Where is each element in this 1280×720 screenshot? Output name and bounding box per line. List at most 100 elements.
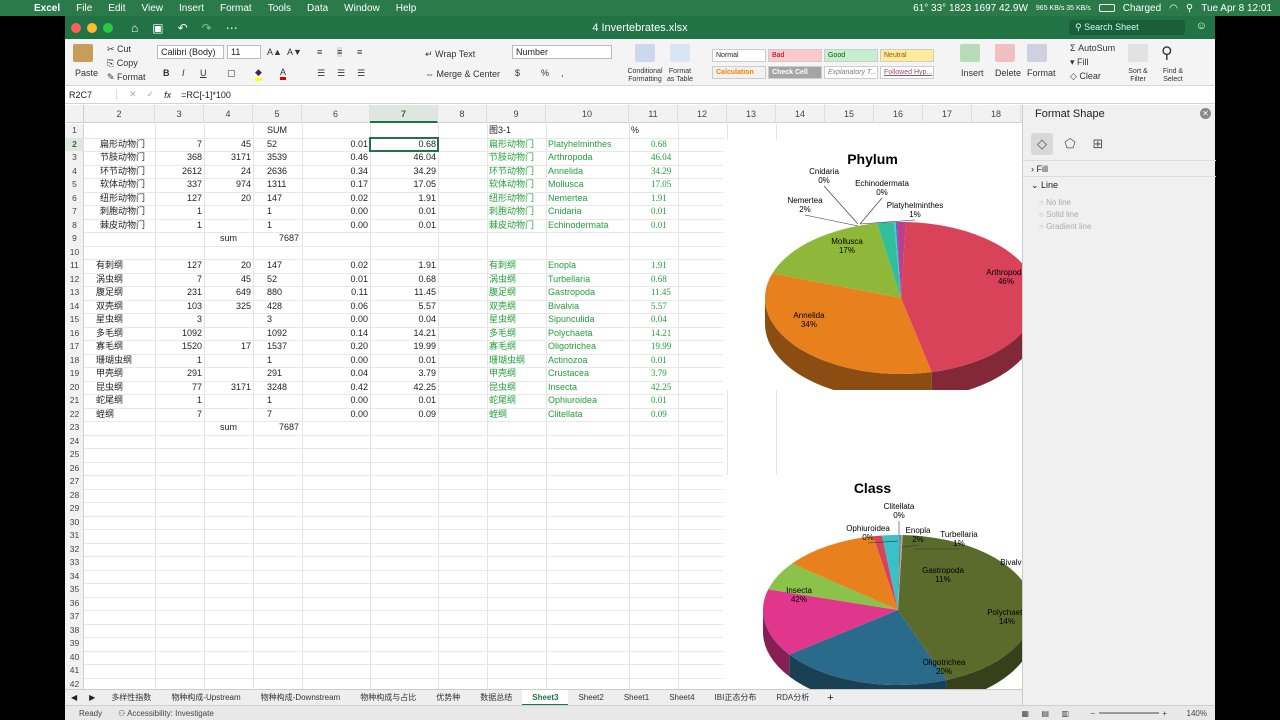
cell[interactable]: 1.91 (418, 192, 436, 203)
gradient-line-option[interactable]: ○ Gradient line (1039, 222, 1092, 231)
cell[interactable]: 0.68 (418, 138, 436, 149)
pie-slice-enopla[interactable] (881, 535, 900, 610)
underline-button[interactable]: U (200, 68, 207, 78)
row-header[interactable]: 28 (69, 489, 80, 500)
menu-window[interactable]: Window (344, 2, 380, 14)
cell[interactable]: 0.00 (350, 408, 368, 419)
find-select-icon[interactable]: ⚲ (1161, 45, 1173, 62)
column-header[interactable]: 11 (629, 105, 678, 123)
size-properties-tab-icon[interactable]: ⊞ (1092, 136, 1104, 151)
sheet-tab[interactable]: 物种构成-Downstream (260, 692, 341, 702)
row-header[interactable]: 12 (69, 273, 80, 284)
column-header[interactable]: 17 (923, 105, 972, 123)
cell[interactable]: 127 (186, 260, 202, 270)
cell[interactable]: 0.00 (350, 354, 368, 365)
cell[interactable]: 有刺纲 (96, 260, 124, 270)
fill-color-icon[interactable]: ◆ (255, 67, 262, 81)
delete-cells-icon[interactable] (995, 44, 1015, 62)
cell[interactable]: 0.09 (418, 408, 436, 419)
cell[interactable]: 0.01 (651, 354, 667, 365)
pie-slice-cnidaria[interactable] (893, 222, 901, 298)
menu-data[interactable]: Data (307, 2, 329, 14)
cell[interactable]: 1 (267, 395, 273, 405)
cell[interactable]: Mollusca (548, 179, 584, 189)
cell[interactable]: 1 (267, 219, 273, 230)
cell[interactable]: 5.57 (651, 300, 667, 311)
cell[interactable]: 42.25 (413, 381, 436, 392)
pie-slice-turbellaria[interactable] (873, 535, 898, 610)
cell[interactable]: 0.01 (350, 273, 368, 284)
wrap-text-button[interactable]: ↵ Wrap Text (425, 49, 476, 59)
cell[interactable]: Cnidaria (548, 206, 582, 216)
cell[interactable]: 蛭纲 (96, 408, 115, 419)
cell[interactable]: 1537 (267, 341, 288, 351)
column-header[interactable]: 12 (678, 105, 727, 123)
clear-button[interactable]: ◇ Clear (1070, 71, 1101, 81)
search-sheet-input[interactable]: ⚲ Search Sheet (1069, 20, 1185, 35)
cell[interactable]: 0.01 (350, 138, 368, 149)
cell[interactable] (204, 354, 253, 368)
row-header[interactable]: 9 (72, 233, 77, 243)
pie-slice-platyhelminthes[interactable] (897, 222, 906, 298)
cell[interactable]: Nemertea (548, 192, 588, 203)
cell[interactable]: 127 (186, 192, 202, 203)
cell[interactable]: 7 (196, 408, 202, 419)
menu-format[interactable]: Format (220, 2, 252, 14)
align-bottom-icon[interactable]: ≡ (357, 47, 363, 57)
zoom-in-icon[interactable]: + (1162, 708, 1167, 718)
insert-cells-icon[interactable] (960, 44, 980, 62)
pie-slice-nemertea[interactable] (877, 222, 901, 298)
cell[interactable]: 34.29 (651, 165, 672, 176)
cell[interactable]: 蛭纲 (489, 408, 508, 419)
autosum-button[interactable]: Σ AutoSum (1070, 43, 1116, 53)
cell[interactable]: % (631, 125, 640, 135)
style-neutral[interactable]: Neutral (880, 49, 934, 62)
cell[interactable] (204, 408, 253, 422)
cell[interactable]: 1.91 (651, 260, 667, 270)
cell[interactable]: 昆虫纲 (489, 381, 517, 392)
cell[interactable]: 0.42 (350, 381, 368, 392)
zoom-out-icon[interactable]: − (1090, 708, 1095, 718)
row-header[interactable]: 15 (69, 314, 80, 324)
pie-slice-gastropoda[interactable] (792, 536, 898, 610)
column-header[interactable]: 7 (370, 105, 438, 123)
cell[interactable]: 974 (235, 179, 251, 189)
font-color-icon[interactable]: A (280, 67, 287, 80)
cell[interactable]: Oligotrichea (548, 341, 597, 351)
cell[interactable]: 3 (196, 314, 202, 324)
column-header[interactable]: 6 (302, 105, 370, 123)
cell[interactable]: 147 (267, 192, 283, 203)
style-calculation[interactable]: Calculation (712, 66, 766, 79)
cell[interactable]: 1 (267, 206, 273, 216)
row-header[interactable]: 29 (69, 503, 80, 513)
cell[interactable]: Clitellata (548, 408, 583, 419)
cell[interactable]: 0.01 (418, 206, 436, 216)
cell[interactable]: 蛇尾纲 (96, 395, 124, 405)
cell[interactable]: 1 (267, 354, 273, 365)
cell[interactable]: 0.00 (350, 314, 368, 324)
column-header[interactable]: 3 (155, 105, 204, 123)
row-header[interactable]: 17 (69, 341, 80, 351)
cell[interactable]: 2612 (181, 165, 202, 176)
cell[interactable]: 软体动物门 (100, 179, 146, 189)
cell[interactable]: 325 (235, 300, 251, 311)
cell[interactable]: 649 (235, 287, 251, 297)
font-name-select[interactable]: Calibri (Body) (157, 45, 224, 59)
merge-center-button[interactable]: ⇔ Merge & Center (425, 69, 501, 79)
cell[interactable]: 46.04 (651, 152, 672, 162)
cell[interactable]: 147 (267, 260, 283, 270)
row-header[interactable]: 42 (69, 678, 80, 689)
cell[interactable]: 0.04 (418, 314, 436, 324)
cell[interactable]: 多毛纲 (96, 327, 124, 338)
align-center-icon[interactable]: ☰ (337, 68, 346, 78)
column-header[interactable]: 16 (874, 105, 923, 123)
sheet-tab[interactable]: 物种构成与占比 (360, 692, 417, 702)
cell[interactable]: 42.25 (651, 381, 672, 392)
cell[interactable]: 多毛纲 (489, 327, 517, 338)
search-spotlight-icon[interactable]: ⚲ (1185, 2, 1194, 14)
column-header[interactable]: 9 (487, 105, 546, 123)
no-line-option[interactable]: ○ No line (1039, 198, 1071, 207)
cell[interactable]: 20 (240, 260, 251, 270)
column-header[interactable]: 18 (972, 105, 1021, 123)
find-select-button[interactable]: Find & Select (1162, 68, 1184, 83)
